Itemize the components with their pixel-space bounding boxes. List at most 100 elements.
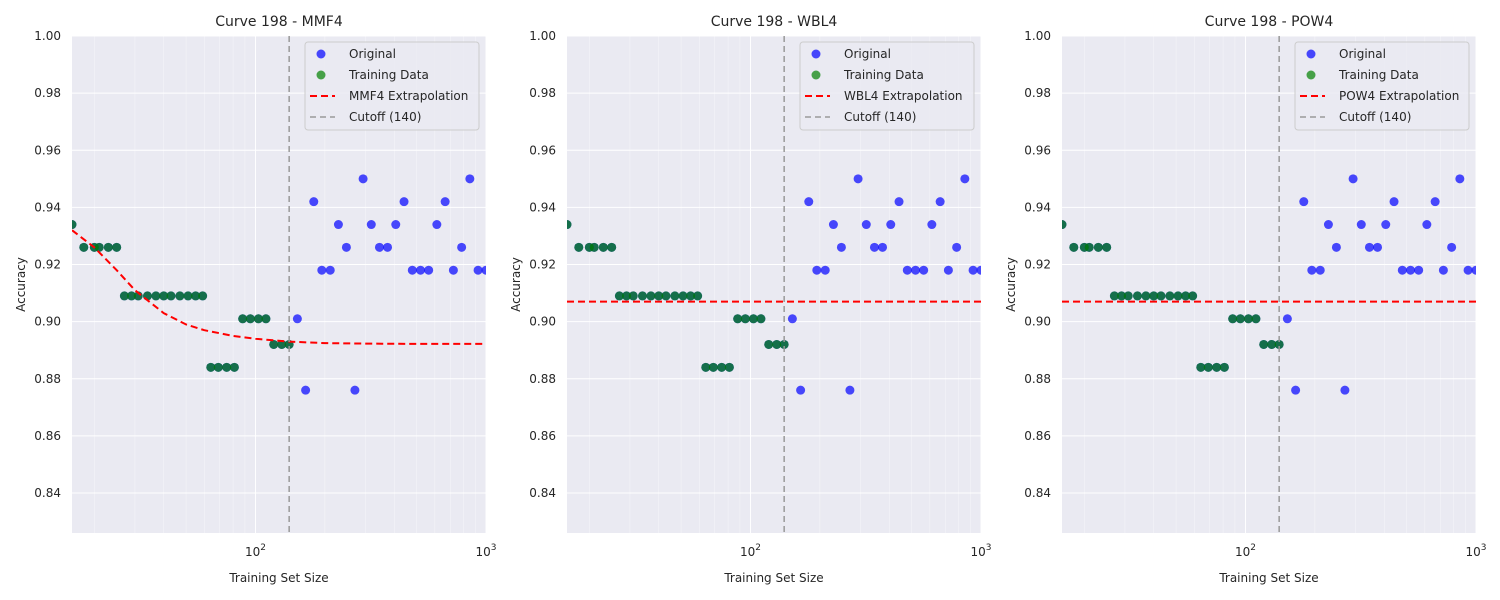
y-tick-label: 0.90 xyxy=(529,315,556,329)
legend-marker-original xyxy=(316,49,326,59)
training-point xyxy=(614,291,624,301)
original-point xyxy=(383,242,393,252)
training-point xyxy=(245,314,255,324)
training-point xyxy=(127,291,137,301)
x-axis-label: Training Set Size xyxy=(723,571,823,585)
training-point xyxy=(1212,362,1222,372)
original-point xyxy=(1406,265,1416,275)
original-point xyxy=(465,174,475,184)
training-point xyxy=(1093,242,1103,252)
y-tick-label: 0.96 xyxy=(34,143,61,157)
original-point xyxy=(301,385,311,395)
x-tick-exponent: 2 xyxy=(260,543,266,553)
training-point xyxy=(670,291,680,301)
training-point xyxy=(175,291,185,301)
legend-label: WBL4 Extrapolation xyxy=(844,89,963,103)
training-point xyxy=(1165,291,1175,301)
training-point xyxy=(1267,339,1277,349)
legend-marker-original xyxy=(811,49,821,59)
y-tick-label: 0.84 xyxy=(1024,486,1051,500)
original-point xyxy=(828,220,838,230)
training-point xyxy=(229,362,239,372)
y-axis-label: Accuracy xyxy=(1004,257,1018,312)
original-point xyxy=(804,197,814,207)
x-tick-label: 103 xyxy=(475,543,496,559)
original-point xyxy=(919,265,929,275)
training-point xyxy=(567,220,572,230)
original-point xyxy=(1291,385,1301,395)
original-point xyxy=(796,385,806,395)
training-point xyxy=(1062,220,1067,230)
training-point xyxy=(693,291,703,301)
y-axis-label: Accuracy xyxy=(14,257,28,312)
original-point xyxy=(350,385,360,395)
original-point xyxy=(1348,174,1358,184)
training-point xyxy=(756,314,766,324)
training-point xyxy=(607,242,617,252)
original-point xyxy=(1397,265,1407,275)
training-point xyxy=(772,339,782,349)
training-point xyxy=(238,314,248,324)
original-point xyxy=(333,220,343,230)
y-tick-label: 0.90 xyxy=(1024,315,1051,329)
y-tick-label: 0.96 xyxy=(529,143,556,157)
original-point xyxy=(440,197,450,207)
legend-label: Training Data xyxy=(348,68,429,82)
original-point xyxy=(1463,265,1473,275)
original-point xyxy=(457,242,467,252)
x-tick-base: 10 xyxy=(245,545,260,559)
training-point xyxy=(1243,314,1253,324)
legend-marker-training xyxy=(1306,70,1316,80)
y-axis-label: Accuracy xyxy=(509,257,523,312)
original-point xyxy=(341,242,351,252)
original-point xyxy=(1381,220,1391,230)
y-tick-label: 0.84 xyxy=(34,486,61,500)
y-tick-label: 0.88 xyxy=(529,372,556,386)
x-tick-base: 10 xyxy=(740,545,755,559)
chart-title: Curve 198 - MMF4 xyxy=(215,14,343,30)
training-point xyxy=(94,242,104,252)
x-tick-exponent: 2 xyxy=(1250,543,1256,553)
y-tick-label: 0.88 xyxy=(34,372,61,386)
y-tick-label: 0.94 xyxy=(1024,200,1051,214)
x-tick-exponent: 3 xyxy=(986,543,992,553)
original-point xyxy=(481,265,486,275)
plot-area xyxy=(567,36,981,533)
training-point xyxy=(1156,291,1166,301)
original-point xyxy=(943,265,953,275)
original-point xyxy=(960,174,970,184)
original-point xyxy=(886,220,896,230)
y-tick-label: 0.84 xyxy=(529,486,556,500)
original-point xyxy=(317,265,327,275)
original-point xyxy=(787,314,797,324)
y-tick-label: 0.94 xyxy=(34,200,61,214)
training-point xyxy=(622,291,632,301)
original-point xyxy=(894,197,904,207)
original-point xyxy=(1389,197,1399,207)
original-point xyxy=(448,265,458,275)
legend-marker-training xyxy=(316,70,326,80)
original-point xyxy=(366,220,376,230)
original-point xyxy=(1307,265,1317,275)
original-point xyxy=(836,242,846,252)
original-point xyxy=(473,265,483,275)
x-tick-exponent: 3 xyxy=(491,543,497,553)
training-point xyxy=(1228,314,1238,324)
plot-area xyxy=(1062,36,1476,533)
extrapolation-line xyxy=(72,229,486,345)
legend-label: POW4 Extrapolation xyxy=(1339,89,1459,103)
training-point xyxy=(574,242,584,252)
chart-panel-3: 102 1030.840.860.880.900.920.940.960.981.… xyxy=(1004,14,1487,585)
original-point xyxy=(374,242,384,252)
training-point xyxy=(637,291,647,301)
original-point xyxy=(1455,174,1465,184)
y-tick-label: 0.92 xyxy=(529,258,556,272)
legend-label: Cutoff (140) xyxy=(1339,110,1411,124)
legend-label: MMF4 Extrapolation xyxy=(349,89,468,103)
y-tick-label: 0.88 xyxy=(1024,372,1051,386)
original-point xyxy=(1373,242,1383,252)
original-point xyxy=(391,220,401,230)
original-point xyxy=(416,265,426,275)
training-point xyxy=(661,291,671,301)
